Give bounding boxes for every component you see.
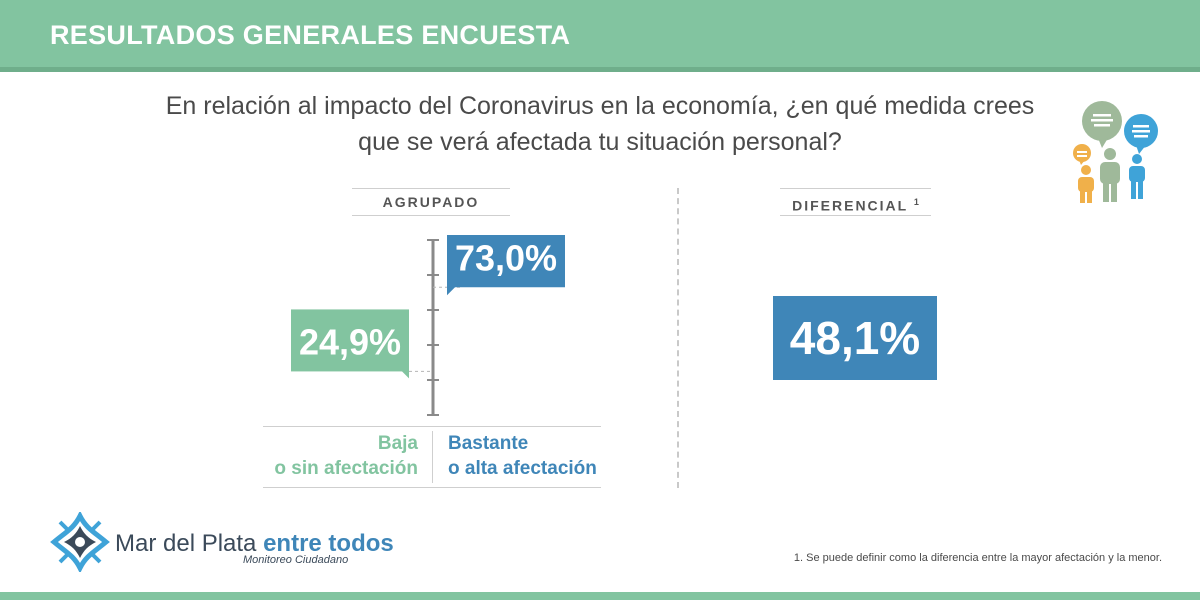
category-high-line-2: o alta afectación — [448, 458, 597, 479]
differential-section-label: DIFERENCIAL 1 — [780, 188, 931, 216]
grouped-section-label: AGRUPADO — [352, 188, 510, 216]
differential-value-box: 48,1% — [773, 296, 937, 380]
bottom-bar — [0, 592, 1200, 600]
callout-pointer — [447, 285, 457, 296]
brand-name: Mar del Plata entre todos — [115, 530, 394, 558]
footnote-mark: 1 — [913, 197, 919, 207]
grouped-label-text: AGRUPADO — [382, 194, 480, 210]
question-line-2: que se verá afectada tu situación person… — [358, 128, 842, 156]
header-title: RESULTADOS GENERALES ENCUESTA — [50, 20, 571, 50]
footnote: 1. Se puede definir como la diferencia e… — [793, 552, 1162, 564]
grouped-chart: 24,9% 73,0% — [291, 235, 565, 416]
section-divider — [677, 188, 679, 488]
callout-low: 24,9% — [291, 309, 433, 379]
question-line-1: En relación al impacto del Coronavirus e… — [165, 92, 1035, 120]
differential-label-text: DIFERENCIAL — [792, 197, 908, 214]
category-high-line-1: Bastante — [448, 433, 529, 454]
header-bar: RESULTADOS GENERALES ENCUESTA — [0, 0, 1200, 72]
category-low-line-2: o sin afectación — [274, 458, 418, 479]
category-labels: Baja o sin afectación Bastante o alta af… — [263, 426, 601, 488]
value-label-low: 24,9% — [299, 321, 401, 362]
category-separator — [432, 431, 433, 483]
brand-name-accent: entre todos — [263, 530, 394, 557]
brand-name-main: Mar del Plata — [115, 530, 257, 557]
category-label-high: Bastante o alta afectación — [448, 431, 597, 481]
category-low-line-1: Baja — [377, 433, 418, 454]
mar-del-plata-logo-icon — [50, 512, 110, 572]
brand-subtitle: Monitoreo Ciudadano — [243, 554, 349, 566]
value-box — [291, 309, 409, 372]
people-chat-icon — [1073, 101, 1158, 203]
value-box — [447, 235, 565, 288]
callout-high: 73,0% — [433, 235, 565, 296]
survey-question: En relación al impacto del Coronavirus e… — [150, 88, 1050, 160]
value-axis — [427, 239, 439, 416]
category-label-low: Baja o sin afectación — [274, 431, 418, 481]
value-label-high: 73,0% — [455, 237, 557, 278]
